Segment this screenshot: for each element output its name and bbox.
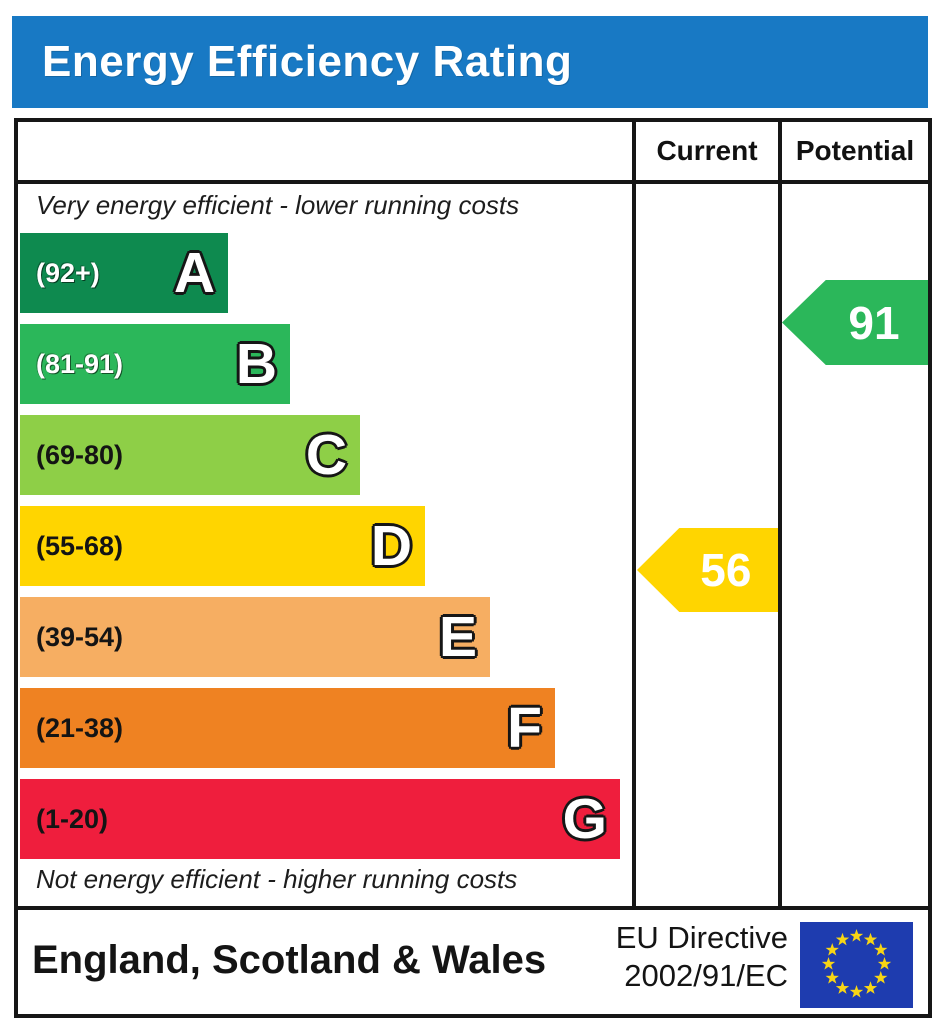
header-bar: Energy Efficiency Rating [12,16,928,108]
band-range-label-b: (81-91) [36,348,124,379]
current-rating-value: 56 [700,544,752,596]
region-label: England, Scotland & Wales [32,937,547,982]
eu-flag-star [825,971,839,984]
band-bar-f: (21-38) F [20,688,555,768]
footer-divider-line [18,906,928,910]
band-letter-c: C [305,422,347,487]
eu-flag-icon [800,922,913,1008]
eu-directive-line-1: EU Directive [615,920,788,955]
band-bar-b: (81-91) B [20,324,290,404]
eu-flag-star [863,981,878,994]
eu-directive-line-2: 2002/91/EC [624,958,788,993]
band-range-label-f: (21-38) [36,712,124,743]
band-letter-g: G [562,786,607,851]
band-range-label-c: (69-80) [36,439,124,470]
band-bar-a: (92+) A [20,233,228,313]
band-range-label-a: (92+) [36,257,100,288]
eu-flag-star [874,943,888,956]
eu-flag-star [835,981,850,994]
band-range-label-e: (39-54) [36,621,124,652]
potential-rating-arrow: 91 [782,280,928,365]
eu-flag-star [877,957,892,970]
eu-directive-label: EU Directive 2002/91/EC [573,919,788,995]
band-bar-c: (69-80) C [20,415,360,495]
band-bar-e: (39-54) E [20,597,490,677]
current-column-divider [632,122,636,906]
band-letter-f: F [507,695,542,760]
band-letter-a: A [173,240,215,305]
band-letter-d: D [370,513,412,578]
band-range-label-d: (55-68) [36,530,124,561]
bands: (92+) A (81-91) B (69-80) C (55-68) D (39-54) E (2… [18,122,632,906]
eu-flag-star [835,932,850,946]
eu-flag-star [863,932,878,946]
eu-flag-star [849,985,864,998]
column-header-current: Current [656,135,758,166]
current-rating-arrow: 56 [637,528,778,612]
eu-flag-stars [821,929,892,998]
eu-flag-star [849,929,864,942]
rating-table: Current Potential Very energy efficient … [14,118,932,1018]
potential-column-divider [778,122,782,906]
header-divider-line [18,180,928,184]
band-bar-g: (1-20) G [20,779,620,859]
column-header-potential: Potential [795,135,915,166]
eu-flag-star [825,943,839,956]
page-title: Energy Efficiency Rating [42,37,573,86]
bottom-note: Not energy efficient - higher running co… [36,864,518,894]
band-range-label-g: (1-20) [36,803,109,834]
eu-flag-star [821,957,836,970]
top-note: Very energy efficient - lower running co… [36,190,520,220]
band-letter-b: B [235,331,277,396]
potential-rating-value: 91 [848,296,900,349]
band-letter-e: E [438,604,477,669]
eu-flag-star [874,971,888,984]
band-bar-d: (55-68) D [20,506,425,586]
